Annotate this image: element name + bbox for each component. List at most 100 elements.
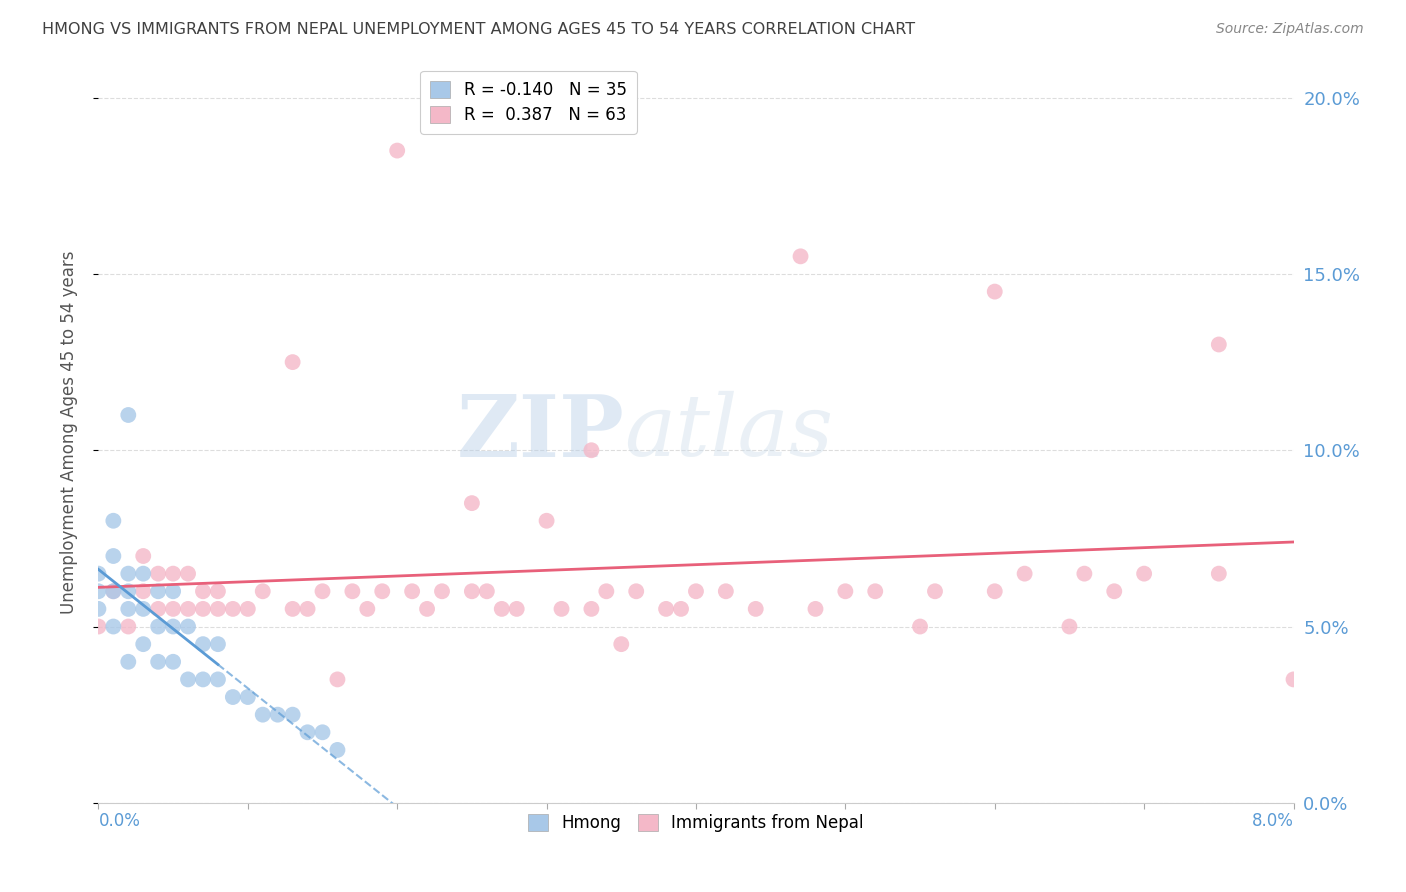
Point	[222, 602, 245, 616]
Point	[162, 584, 184, 599]
Point	[148, 584, 170, 599]
Y-axis label: Unemployment Among Ages 45 to 54 years: Unemployment Among Ages 45 to 54 years	[59, 251, 77, 615]
Point	[148, 602, 170, 616]
Point	[356, 602, 378, 616]
Point	[177, 619, 200, 633]
Point	[132, 602, 155, 616]
Point	[475, 584, 498, 599]
Point	[430, 584, 453, 599]
Point	[984, 285, 1007, 299]
Point	[311, 584, 333, 599]
Point	[103, 584, 125, 599]
Point	[191, 584, 214, 599]
Point	[132, 637, 155, 651]
Point	[148, 655, 170, 669]
Point	[924, 584, 946, 599]
Point	[177, 673, 200, 687]
Point	[342, 584, 364, 599]
Point	[385, 144, 409, 158]
Point	[236, 690, 259, 704]
Point	[581, 602, 603, 616]
Point	[177, 602, 200, 616]
Point	[117, 619, 139, 633]
Point	[191, 637, 214, 651]
Point	[1073, 566, 1095, 581]
Point	[804, 602, 827, 616]
Point	[326, 673, 349, 687]
Point	[177, 566, 200, 581]
Point	[207, 637, 229, 651]
Point	[297, 725, 319, 739]
Point	[87, 602, 110, 616]
Point	[595, 584, 617, 599]
Point	[685, 584, 707, 599]
Point	[745, 602, 768, 616]
Text: 0.0%: 0.0%	[98, 812, 141, 830]
Point	[207, 673, 229, 687]
Point	[148, 619, 170, 633]
Point	[655, 602, 678, 616]
Text: Source: ZipAtlas.com: Source: ZipAtlas.com	[1216, 22, 1364, 37]
Point	[117, 566, 139, 581]
Point	[401, 584, 423, 599]
Point	[191, 602, 214, 616]
Point	[865, 584, 887, 599]
Point	[252, 584, 274, 599]
Point	[117, 408, 139, 422]
Point	[1133, 566, 1156, 581]
Point	[281, 707, 304, 722]
Point	[162, 619, 184, 633]
Point	[222, 690, 245, 704]
Point	[714, 584, 737, 599]
Point	[626, 584, 648, 599]
Point	[162, 566, 184, 581]
Point	[326, 743, 349, 757]
Point	[103, 584, 125, 599]
Text: ZIP: ZIP	[457, 391, 624, 475]
Point	[103, 549, 125, 563]
Text: atlas: atlas	[624, 392, 834, 474]
Point	[506, 602, 529, 616]
Point	[461, 584, 484, 599]
Point	[132, 566, 155, 581]
Point	[491, 602, 513, 616]
Point	[132, 584, 155, 599]
Point	[87, 619, 110, 633]
Point	[908, 619, 931, 633]
Point	[416, 602, 439, 616]
Point	[207, 584, 229, 599]
Point	[87, 566, 110, 581]
Point	[581, 443, 603, 458]
Point	[148, 566, 170, 581]
Point	[162, 602, 184, 616]
Point	[669, 602, 692, 616]
Point	[162, 655, 184, 669]
Legend: Hmong, Immigrants from Nepal: Hmong, Immigrants from Nepal	[522, 807, 870, 838]
Point	[297, 602, 319, 616]
Point	[207, 602, 229, 616]
Point	[281, 355, 304, 369]
Point	[610, 637, 633, 651]
Point	[311, 725, 333, 739]
Point	[789, 249, 811, 263]
Point	[252, 707, 274, 722]
Point	[117, 584, 139, 599]
Point	[1059, 619, 1081, 633]
Point	[87, 584, 110, 599]
Point	[550, 602, 572, 616]
Point	[132, 549, 155, 563]
Point	[1014, 566, 1036, 581]
Point	[267, 707, 290, 722]
Point	[191, 673, 214, 687]
Point	[536, 514, 558, 528]
Text: 8.0%: 8.0%	[1251, 812, 1294, 830]
Point	[103, 514, 125, 528]
Point	[834, 584, 856, 599]
Point	[103, 619, 125, 633]
Point	[281, 602, 304, 616]
Point	[1208, 337, 1230, 351]
Point	[461, 496, 484, 510]
Point	[236, 602, 259, 616]
Point	[984, 584, 1007, 599]
Point	[117, 602, 139, 616]
